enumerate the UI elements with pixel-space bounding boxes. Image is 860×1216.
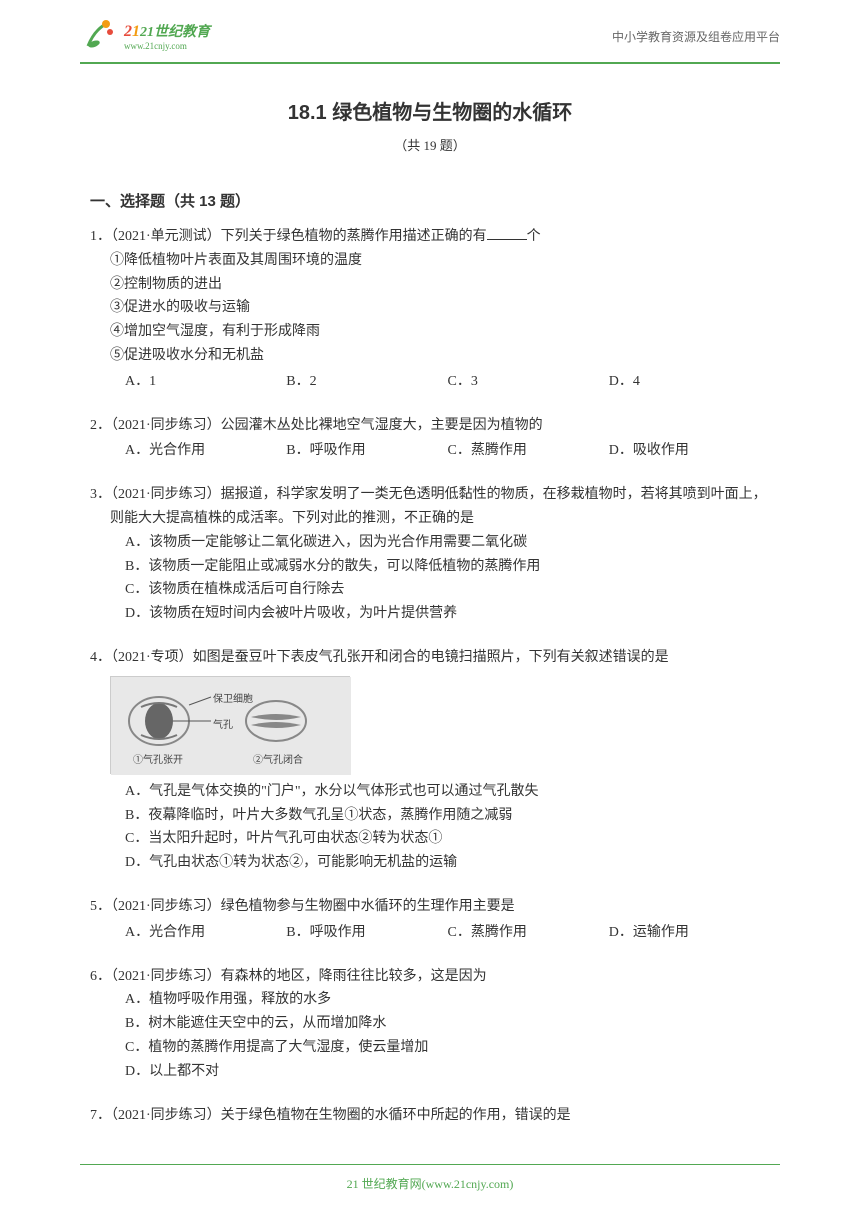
option-b: B．2	[286, 370, 447, 394]
option-a: A．1	[125, 370, 286, 394]
q1-options: A．1 B．2 C．3 D．4	[90, 370, 770, 394]
option-b: B．该物质一定能阻止或减弱水分的散失，可以降低植物的蒸腾作用	[90, 555, 770, 579]
label-guard-cell: 保卫细胞	[213, 691, 253, 708]
label-close: ②气孔闭合	[253, 752, 303, 769]
page-header: 2121世纪教育 www.21cnjy.com 中小学教育资源及组卷应用平台	[0, 0, 860, 62]
page-subtitle: （共 19 题）	[90, 135, 770, 154]
option-d: D．以上都不对	[90, 1060, 770, 1084]
fill-blank	[487, 239, 527, 240]
page-title: 18.1 绿色植物与生物圈的水循环	[90, 96, 770, 125]
question-2: 2．（2021·同步练习）公园灌木丛处比裸地空气湿度大，主要是因为植物的 A．光…	[90, 414, 770, 464]
question-stem: 4．（2021·专项）如图是蚕豆叶下表皮气孔张开和闭合的电镜扫描照片，下列有关叙…	[90, 646, 770, 670]
page-footer: 21 世纪教育网(www.21cnjy.com)	[0, 1164, 860, 1192]
option-c: C．蒸腾作用	[448, 921, 609, 945]
option-a: A．该物质一定能够让二氧化碳进入，因为光合作用需要二氧化碳	[90, 531, 770, 555]
option-b: B．树木能遮住天空中的云，从而增加降水	[90, 1012, 770, 1036]
option-b: B．夜幕降临时，叶片大多数气孔呈①状态，蒸腾作用随之减弱	[90, 804, 770, 828]
option-d: D．4	[609, 370, 770, 394]
question-6: 6．（2021·同步练习）有森林的地区，降雨往往比较多，这是因为 A．植物呼吸作…	[90, 965, 770, 1084]
option-a: A．气孔是气体交换的"门户"，水分以气体形式也可以通过气孔散失	[90, 780, 770, 804]
question-stem: 1．（2021·单元测试）下列关于绿色植物的蒸腾作用描述正确的有个	[90, 225, 770, 249]
question-stem: 5．（2021·同步练习）绿色植物参与生物圈中水循环的生理作用主要是	[90, 895, 770, 919]
q1-item-3: ③促进水的吸收与运输	[90, 296, 770, 320]
q1-item-2: ②控制物质的进出	[90, 273, 770, 297]
header-right-text: 中小学教育资源及组卷应用平台	[612, 28, 780, 45]
q2-options: A．光合作用 B．呼吸作用 C．蒸腾作用 D．吸收作用	[90, 439, 770, 463]
question-stem: 6．（2021·同步练习）有森林的地区，降雨往往比较多，这是因为	[90, 965, 770, 989]
option-a: A．光合作用	[125, 921, 286, 945]
q1-item-1: ①降低植物叶片表面及其周围环境的温度	[90, 249, 770, 273]
option-c: C．当太阳升起时，叶片气孔可由状态②转为状态①	[90, 827, 770, 851]
option-b: B．呼吸作用	[286, 439, 447, 463]
question-7: 7．（2021·同步练习）关于绿色植物在生物圈的水循环中所起的作用，错误的是	[90, 1104, 770, 1128]
question-5: 5．（2021·同步练习）绿色植物参与生物圈中水循环的生理作用主要是 A．光合作…	[90, 895, 770, 945]
stomata-image: 保卫细胞 气孔 ①气孔张开 ②气孔闭合	[110, 676, 350, 774]
content-area: 18.1 绿色植物与生物圈的水循环 （共 19 题） 一、选择题（共 13 题）…	[0, 64, 860, 1127]
q1-item-5: ⑤促进吸收水分和无机盐	[90, 344, 770, 368]
option-a: A．植物呼吸作用强，释放的水多	[90, 988, 770, 1012]
logo-icon	[80, 18, 120, 54]
q5-options: A．光合作用 B．呼吸作用 C．蒸腾作用 D．运输作用	[90, 921, 770, 945]
footer-divider	[80, 1164, 780, 1165]
logo-url: www.21cnjy.com	[124, 41, 210, 51]
figure-stomata: 保卫细胞 气孔 ①气孔张开 ②气孔闭合	[90, 676, 770, 774]
option-d: D．气孔由状态①转为状态②，可能影响无机盐的运输	[90, 851, 770, 875]
option-a: A．光合作用	[125, 439, 286, 463]
footer-text: 21 世纪教育网(www.21cnjy.com)	[0, 1175, 860, 1192]
logo: 2121世纪教育 www.21cnjy.com	[80, 18, 210, 54]
logo-text-top: 21世纪教育	[140, 25, 210, 40]
label-pore: 气孔	[213, 717, 233, 734]
question-1: 1．（2021·单元测试）下列关于绿色植物的蒸腾作用描述正确的有个 ①降低植物叶…	[90, 225, 770, 394]
option-b: B．呼吸作用	[286, 921, 447, 945]
option-d: D．该物质在短时间内会被叶片吸收，为叶片提供营养	[90, 602, 770, 626]
label-open: ①气孔张开	[133, 752, 183, 769]
option-d: D．运输作用	[609, 921, 770, 945]
question-3: 3．（2021·同步练习）据报道，科学家发明了一类无色透明低黏性的物质，在移栽植…	[90, 483, 770, 626]
question-stem: 2．（2021·同步练习）公园灌木丛处比裸地空气湿度大，主要是因为植物的	[90, 414, 770, 438]
question-stem: 7．（2021·同步练习）关于绿色植物在生物圈的水循环中所起的作用，错误的是	[90, 1104, 770, 1128]
question-4: 4．（2021·专项）如图是蚕豆叶下表皮气孔张开和闭合的电镜扫描照片，下列有关叙…	[90, 646, 770, 875]
option-c: C．植物的蒸腾作用提高了大气湿度，使云量增加	[90, 1036, 770, 1060]
option-c: C．蒸腾作用	[448, 439, 609, 463]
option-c: C．该物质在植株成活后可自行除去	[90, 578, 770, 602]
option-c: C．3	[448, 370, 609, 394]
section-title: 一、选择题（共 13 题）	[90, 190, 770, 211]
question-stem: 3．（2021·同步练习）据报道，科学家发明了一类无色透明低黏性的物质，在移栽植…	[90, 483, 770, 531]
logo-text: 2121世纪教育 www.21cnjy.com	[124, 21, 210, 51]
option-d: D．吸收作用	[609, 439, 770, 463]
q1-item-4: ④增加空气湿度，有利于形成降雨	[90, 320, 770, 344]
